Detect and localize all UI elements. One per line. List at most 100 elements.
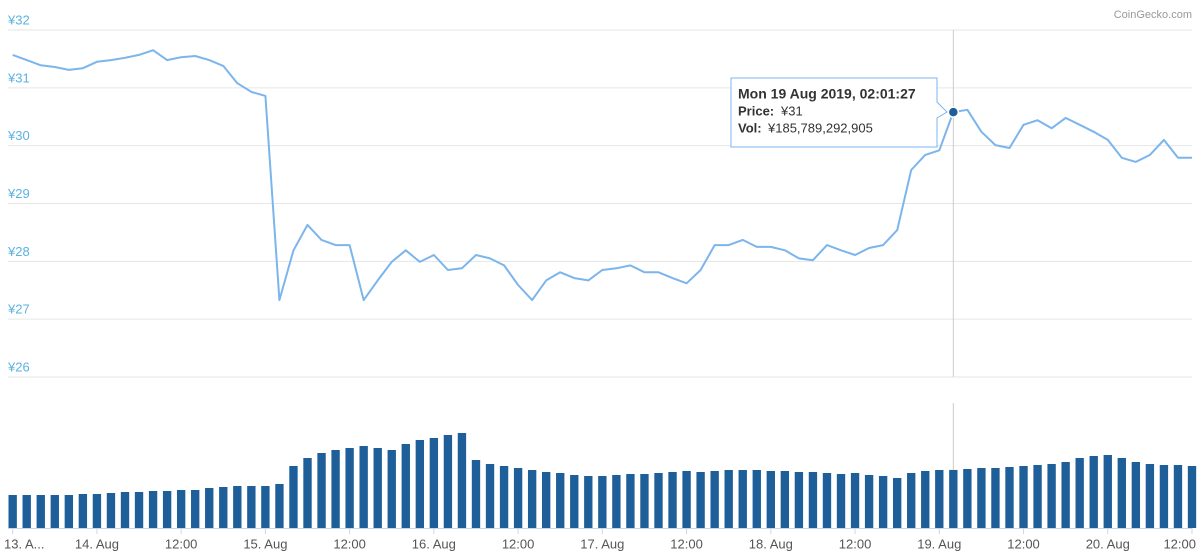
volume-bar <box>794 472 804 528</box>
volume-bar <box>878 476 888 528</box>
volume-bar <box>8 495 17 528</box>
volume-bar <box>247 486 256 528</box>
volume-bar <box>654 473 663 528</box>
tooltip-price-label: Price: <box>738 103 774 118</box>
volume-bar <box>289 466 298 528</box>
volume-bar <box>808 472 818 528</box>
volume-bar <box>36 495 45 528</box>
volume-bar <box>345 448 354 528</box>
y-tick-label: ¥29 <box>7 186 30 201</box>
volume-bar <box>275 484 284 528</box>
volume-bar <box>738 470 747 528</box>
volume-bar <box>977 468 986 528</box>
volume-bar <box>401 444 410 528</box>
volume-bar <box>373 448 382 528</box>
volume-bar <box>907 473 916 528</box>
y-tick-label: ¥31 <box>7 70 30 85</box>
volume-bar <box>556 473 565 528</box>
volume-bar <box>822 473 832 528</box>
x-tick-label: 16. Aug <box>412 536 456 551</box>
x-tick-label: 19. Aug <box>917 536 961 551</box>
volume-bar <box>1005 467 1014 528</box>
volume-bar <box>963 469 972 528</box>
x-tick-label: 15. Aug <box>243 536 287 551</box>
volume-bar <box>134 492 144 528</box>
volume-bar <box>359 446 368 528</box>
x-tick-label: 12:00 <box>1007 536 1040 551</box>
volume-bar <box>387 450 396 528</box>
volume-bar <box>317 453 326 528</box>
volume-bar <box>303 458 312 528</box>
x-tick-label: 17. Aug <box>580 536 624 551</box>
volume-bar <box>1075 458 1084 528</box>
volume-bar <box>1187 466 1197 528</box>
y-tick-label: ¥32 <box>7 12 30 27</box>
x-tick-label: 12:00 <box>1163 536 1196 551</box>
tooltip-price: ¥31 <box>780 103 803 118</box>
volume-bar <box>724 470 733 528</box>
volume-bar <box>415 440 425 528</box>
volume-bar <box>1047 464 1056 528</box>
volume-bar <box>78 494 88 528</box>
volume-bar <box>752 470 761 528</box>
volume-bar <box>499 466 509 528</box>
volume-bar <box>935 470 944 528</box>
volume-bar <box>443 435 453 528</box>
volume-bar <box>261 486 270 528</box>
y-tick-label: ¥28 <box>7 244 30 259</box>
volume-bar <box>598 476 607 528</box>
hover-marker <box>947 106 960 118</box>
x-tick-label: 18. Aug <box>749 536 793 551</box>
x-tick-label: 12:00 <box>165 536 198 551</box>
volume-bar <box>92 494 102 528</box>
tooltip-date: Mon 19 Aug 2019, 02:01:27 <box>738 86 916 102</box>
tooltip-box <box>730 77 948 148</box>
volume-bar <box>921 471 930 528</box>
volume-bar <box>50 495 59 528</box>
volume-bar <box>1019 466 1028 528</box>
x-tick-label: 12:00 <box>670 536 703 551</box>
volume-bar <box>1089 456 1098 528</box>
volume-bar <box>1173 465 1183 528</box>
volume-bar <box>22 495 31 528</box>
volume-bar <box>668 472 677 528</box>
volume-bar <box>542 472 551 528</box>
tooltip: Mon 19 Aug 2019, 02:01:27 Price: ¥31 Vol… <box>730 77 948 148</box>
volume-bar <box>1117 458 1126 528</box>
volume-bar <box>710 471 719 528</box>
volume-bar <box>471 460 481 528</box>
volume-bar <box>949 469 958 528</box>
volume-bar <box>331 450 340 528</box>
volume-bar <box>219 487 228 528</box>
volume-bar <box>1103 455 1112 528</box>
volume-bar <box>991 468 1000 528</box>
volume-bar <box>1033 465 1042 528</box>
y-tick-label: ¥26 <box>7 359 30 374</box>
x-tick-label: 12:00 <box>502 536 535 551</box>
volume-bar <box>892 478 902 528</box>
x-tick-label: 12:00 <box>839 536 872 551</box>
x-tick-label: 20. Aug <box>1086 536 1130 551</box>
volume-bar <box>205 488 214 528</box>
volume-bar <box>176 490 186 528</box>
volume-bar <box>1061 462 1070 528</box>
tooltip-vol: ¥185,789,292,905 <box>767 120 873 135</box>
tooltip-vol-label: Vol: <box>738 120 762 135</box>
volume-bar <box>766 471 775 528</box>
volume-bar <box>640 474 649 528</box>
volume-bar <box>696 472 705 528</box>
volume-bar <box>850 473 860 528</box>
volume-bar <box>485 464 495 528</box>
volume-bar <box>162 491 172 528</box>
volume-bar <box>191 490 200 528</box>
volume-bar <box>836 474 846 528</box>
y-tick-label: ¥30 <box>7 128 30 143</box>
volume-bar <box>1159 465 1169 528</box>
volume-bar <box>64 495 74 528</box>
volume-bar <box>148 491 158 528</box>
volume-bar <box>780 471 790 528</box>
volume-bar <box>106 493 116 528</box>
volume-bar <box>570 475 579 528</box>
x-tick-label: 12:00 <box>333 536 366 551</box>
